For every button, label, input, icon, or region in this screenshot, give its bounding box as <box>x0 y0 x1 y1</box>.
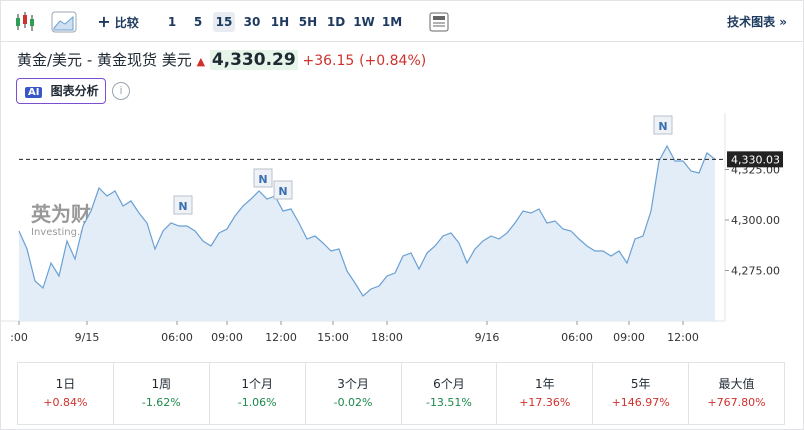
change: -1.06% <box>237 396 277 409</box>
performance-cell[interactable]: 5年 +146.97% <box>593 363 690 424</box>
performance-cell[interactable]: 1日 +0.84% <box>18 363 114 424</box>
price: 4,330.29 <box>209 50 298 70</box>
news-marker <box>253 168 273 188</box>
period: 最大值 <box>718 377 755 391</box>
news-marker-label: N <box>658 120 667 133</box>
performance-cell[interactable]: 6个月 -13.51% <box>402 363 498 424</box>
change: -13.51% <box>425 396 472 409</box>
x-tick-label: 9/16 <box>475 331 500 344</box>
news-marker-label: N <box>278 185 287 198</box>
up-arrow: ▲ <box>196 55 206 68</box>
interval-button[interactable]: 30 <box>243 15 261 29</box>
x-tick-label: 9/15 <box>75 331 100 344</box>
performance-cell[interactable]: 最大值 +767.80% <box>689 363 784 424</box>
toolbar: + 比较 1 5 15 30 1H 5H 1D 1W 1M 技术图表 » <box>1 1 803 42</box>
interval-button[interactable]: 1W <box>353 15 375 29</box>
interval-button[interactable]: 15 <box>213 12 235 32</box>
news-marker <box>273 180 293 200</box>
x-tick-label: 18:00 <box>371 331 403 344</box>
performance-cell[interactable]: 1周 -1.62% <box>114 363 210 424</box>
interval-button[interactable]: 5H <box>298 15 318 29</box>
area <box>19 146 715 321</box>
change: +36.15 <box>302 53 355 69</box>
period: 3个月 <box>337 377 369 391</box>
performance-cell[interactable]: 1年 +17.36% <box>497 363 594 424</box>
ai-label: 图表分析 <box>50 84 99 98</box>
change: -1.62% <box>141 396 181 409</box>
change: +767.80% <box>707 396 766 409</box>
performance-table: 1日 +0.84% 1周 -1.62% 1个月 -1.06% 3个月 -0.02% 6个月 -13… <box>17 362 785 425</box>
ai-analysis-button[interactable]: AI 图表分析 <box>16 78 106 104</box>
news-icon[interactable] <box>429 12 449 32</box>
interval-button[interactable]: 1H <box>270 15 290 29</box>
compare-button[interactable]: + 比较 <box>97 12 139 31</box>
x-tick-label: 12:00 <box>667 331 699 344</box>
change: +146.97% <box>611 396 670 409</box>
price-line <box>18 144 716 297</box>
y-tick-label: 4,275.00 <box>731 265 780 278</box>
x-tick-label: 15:00 <box>317 331 349 344</box>
x-tick-label: 09:00 <box>211 331 243 344</box>
period: 5年 <box>630 377 651 391</box>
news-marker-label: N <box>178 200 187 213</box>
last-price-box <box>727 151 783 168</box>
news-marker <box>173 195 193 215</box>
period: 6个月 <box>433 377 465 391</box>
x-tick-label: 06:00 <box>561 331 593 344</box>
watermark-site: Investing.com <box>31 227 102 238</box>
area-icon[interactable] <box>51 11 77 33</box>
interval-button[interactable]: 1 <box>167 15 177 29</box>
candle-icon[interactable] <box>13 10 43 34</box>
interval-button[interactable]: 1D <box>326 15 346 29</box>
interval-button[interactable]: 1M <box>381 15 403 29</box>
period: 1周 <box>151 377 172 391</box>
instrument-title: 黄金/美元 - 黄金现货 美元 <box>17 51 192 69</box>
interval-button[interactable]: 5 <box>193 15 203 29</box>
period: 1个月 <box>241 377 273 391</box>
period: 1年 <box>534 377 555 391</box>
period: 1日 <box>55 377 76 391</box>
y-tick-label: 4,300.00 <box>731 214 780 227</box>
chart: 英为财情 Investing.com 4,275.004,300.004,325… <box>1 113 783 344</box>
performance-cell[interactable]: 1个月 -1.06% <box>210 363 306 424</box>
compare-label: 比较 <box>114 16 139 30</box>
news-marker <box>653 115 673 135</box>
change-pct: (+0.84%) <box>359 53 427 69</box>
info-icon[interactable]: i <box>112 82 130 100</box>
quote-header: 黄金/美元 - 黄金现货 美元 ▲ 4,330.29 +36.15 (+0.84… <box>17 49 426 70</box>
x-tick-label: 12:00 <box>265 331 297 344</box>
tech-chart-link[interactable]: 技术图表 » <box>727 15 787 29</box>
last-price-label: 4,330.03 <box>731 153 780 166</box>
x-tick-label: 06:00 <box>161 331 193 344</box>
performance-cell[interactable]: 3个月 -0.02% <box>306 363 402 424</box>
change: -0.02% <box>333 396 373 409</box>
change: +17.36% <box>519 396 571 409</box>
ai-badge: AI <box>25 87 43 98</box>
x-tick-label: 09:00 <box>613 331 645 344</box>
change: +0.84% <box>43 396 88 409</box>
x-tick-label: :00 <box>10 331 28 344</box>
news-marker-label: N <box>258 173 267 186</box>
